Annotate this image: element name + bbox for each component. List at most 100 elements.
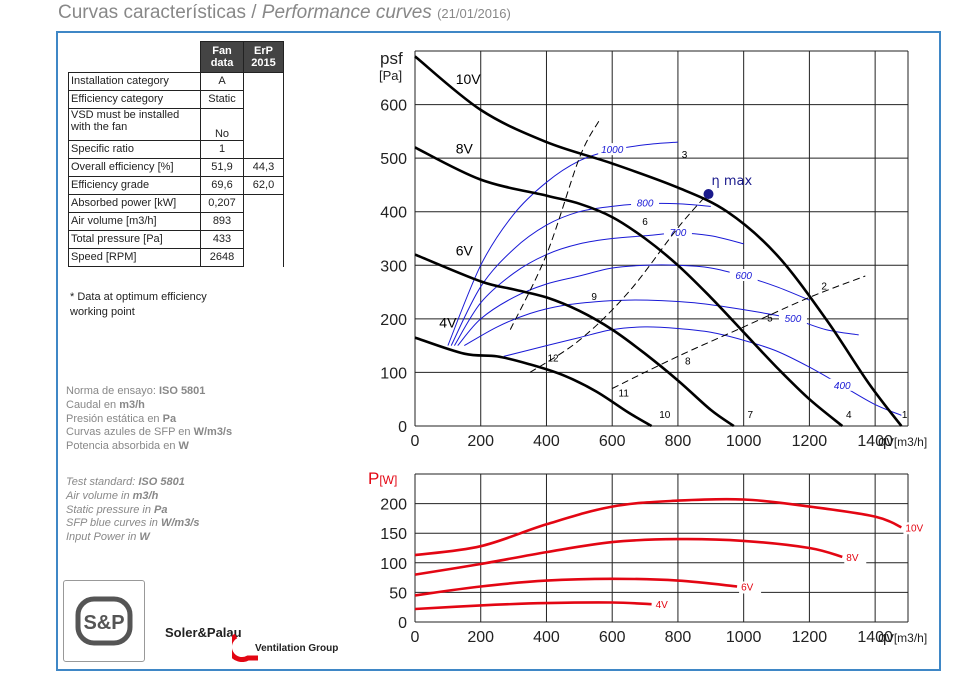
y-tick-label: 600 bbox=[380, 98, 407, 115]
y-tick-label: 300 bbox=[380, 258, 407, 275]
power-label-bg bbox=[844, 551, 867, 564]
content-frame bbox=[56, 31, 941, 671]
x-axis-label: qv[m3/h] bbox=[878, 433, 927, 450]
fan-row-erp: 44,3 bbox=[243, 158, 284, 177]
fan-curve bbox=[414, 253, 735, 428]
x-tick-label: 200 bbox=[467, 433, 494, 450]
fan-row-label: Efficiency category bbox=[68, 90, 201, 109]
fan-row-erp bbox=[243, 108, 284, 141]
point-label: 5 bbox=[767, 314, 773, 325]
fan-row-erp bbox=[243, 140, 284, 159]
y-tick-label: 200 bbox=[380, 497, 407, 514]
x-axis-unit: [m3/h] bbox=[894, 631, 927, 645]
point-label: 8 bbox=[685, 356, 691, 367]
title-en: Performance curves bbox=[261, 2, 432, 23]
sfp-label-bg bbox=[778, 311, 807, 324]
sp-logo: S&P bbox=[63, 580, 145, 662]
fan-row-erp bbox=[243, 72, 284, 91]
fan-curve-label: 10V bbox=[456, 71, 482, 87]
power-curve-label: 4V bbox=[656, 600, 669, 611]
y-tick-label: 0 bbox=[398, 615, 407, 632]
std-en-line3: Static pressure in Pa bbox=[66, 503, 168, 516]
fan-curve-label: 6V bbox=[456, 242, 474, 258]
point-label: 6 bbox=[642, 217, 648, 228]
sfp-label: 500 bbox=[785, 314, 802, 325]
fan-curve bbox=[414, 336, 653, 428]
y-tick-label: 500 bbox=[380, 151, 407, 168]
power-label-bg bbox=[739, 581, 762, 594]
sfp-label-bg bbox=[663, 226, 692, 239]
x-tick-label: 400 bbox=[533, 433, 560, 450]
standards-es: Norma de ensayo: ISO 5801 Caudal en m3/h… bbox=[66, 385, 232, 454]
system-curve bbox=[611, 275, 866, 389]
y-axis-unit: [W] bbox=[379, 473, 397, 487]
sfp-label-bg bbox=[729, 269, 758, 281]
brand-name: Soler&Palau bbox=[165, 625, 242, 640]
power-curve bbox=[414, 601, 652, 611]
fan-row-label: Total pressure [Pa] bbox=[68, 230, 201, 249]
sfp-label-bg bbox=[631, 196, 660, 209]
point-label: 11 bbox=[619, 389, 630, 400]
fan-curve bbox=[414, 55, 903, 427]
point-label: 9 bbox=[591, 292, 597, 303]
point-label: 10 bbox=[659, 410, 671, 421]
optimum-note: * Data at optimum efficiency working poi… bbox=[70, 291, 207, 319]
fan-row-erp: 62,0 bbox=[243, 176, 284, 195]
std-en-line2: Air volume in m3/h bbox=[66, 489, 159, 502]
page-title: Curvas características / Performance cur… bbox=[58, 2, 511, 24]
y-tick-label: 100 bbox=[380, 365, 407, 382]
x-tick-label: 200 bbox=[467, 629, 494, 646]
fan-row-value: 2648 bbox=[200, 248, 244, 267]
y-tick-label: 200 bbox=[380, 312, 407, 329]
eta-max-point bbox=[703, 189, 714, 200]
x-tick-label: 800 bbox=[665, 629, 692, 646]
fan-data-table: Fan data ErP 2015 Installation category A… bbox=[68, 41, 284, 267]
std-es-line4: Curvas azules de SFP en W/m3/s bbox=[66, 426, 233, 439]
x-tick-label: 1200 bbox=[792, 629, 828, 646]
y-tick-label: 150 bbox=[380, 526, 407, 543]
fan-table-row: Specific ratio 1 bbox=[68, 140, 284, 159]
x-tick-label: 600 bbox=[599, 433, 626, 450]
fan-row-erp bbox=[243, 194, 284, 213]
brand-swoosh-icon bbox=[232, 633, 258, 662]
x-tick-label: 400 bbox=[533, 629, 560, 646]
power-curve bbox=[414, 537, 843, 576]
x-tick-label: 1400 bbox=[857, 433, 893, 450]
x-tick-label: 0 bbox=[411, 629, 420, 646]
sfp-label: 800 bbox=[637, 199, 654, 210]
x-tick-label: 800 bbox=[665, 433, 692, 450]
sfp-label-bg bbox=[598, 143, 627, 156]
y-axis-unit: [Pa] bbox=[379, 68, 402, 83]
point-label: 1 bbox=[902, 410, 908, 421]
std-es-line2: Caudal en m3/h bbox=[66, 398, 145, 411]
power-curve bbox=[414, 497, 902, 557]
sp-logo-icon: S&P bbox=[75, 596, 133, 646]
y-tick-label: 400 bbox=[380, 205, 407, 222]
power-label-bg bbox=[653, 599, 676, 612]
fan-row-label: Speed [RPM] bbox=[68, 248, 201, 267]
sfp-curve bbox=[447, 141, 678, 346]
standards-en: Test standard: ISO 5801 Air volume in m3… bbox=[66, 476, 199, 545]
x-axis-label: qv[m3/h] bbox=[878, 629, 927, 646]
y-axis-label: P[W] bbox=[368, 469, 397, 488]
sfp-label: 700 bbox=[670, 228, 687, 239]
std-es-line5: Potencia absorbida en W bbox=[66, 440, 189, 452]
point-label: 12 bbox=[547, 354, 559, 365]
fan-table-row: Speed [RPM] 2648 bbox=[68, 248, 284, 267]
x-tick-label: 600 bbox=[599, 629, 626, 646]
y-tick-label: 100 bbox=[380, 556, 407, 573]
y-tick-label: 0 bbox=[398, 419, 407, 436]
point-label: 7 bbox=[747, 410, 753, 421]
system-curve bbox=[529, 193, 708, 373]
fan-row-erp bbox=[243, 212, 284, 231]
fan-table-row: Efficiency grade 69,6 62,0 bbox=[68, 176, 284, 195]
system-curve bbox=[509, 120, 600, 330]
sfp-curve bbox=[453, 232, 744, 346]
fan-row-erp bbox=[243, 90, 284, 109]
title-date: (21/01/2016) bbox=[437, 6, 511, 21]
y-tick-label: 50 bbox=[389, 585, 407, 602]
power-curve-label: 10V bbox=[905, 523, 923, 534]
sfp-label: 400 bbox=[834, 381, 851, 392]
x-axis-unit: [m3/h] bbox=[894, 435, 927, 449]
